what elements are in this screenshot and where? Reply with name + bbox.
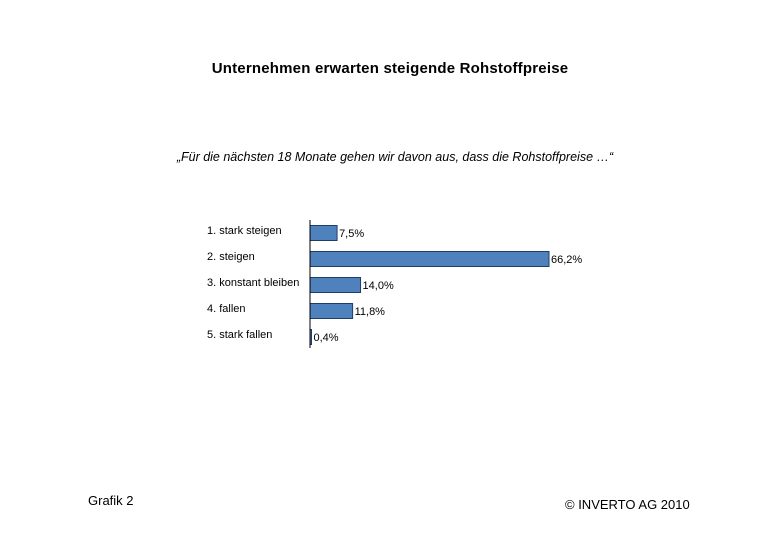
chart-subtitle: „Für die nächsten 18 Monate gehen wir da… bbox=[176, 150, 614, 164]
bars-group bbox=[309, 225, 550, 345]
data-label: 0,4% bbox=[314, 332, 339, 344]
category-labels-group: 1. stark steigen 2. steigen 3. konstant bl… bbox=[207, 225, 299, 341]
category-label: 1. stark steigen bbox=[207, 225, 282, 237]
bar bbox=[309, 303, 354, 319]
bar bbox=[309, 251, 550, 267]
figure-number: Grafik 2 bbox=[88, 493, 134, 508]
data-labels-group: 7,5% 66,2% 14,0% 11,8% 0,4% bbox=[314, 228, 583, 344]
data-label: 7,5% bbox=[339, 228, 364, 240]
copyright-notice: © INVERTO AG 2010 bbox=[565, 497, 690, 512]
data-label: 66,2% bbox=[551, 254, 582, 266]
chart-title: Unternehmen erwarten steigende Rohstoffp… bbox=[211, 60, 569, 77]
category-label: 2. steigen bbox=[207, 251, 255, 263]
data-label: 14,0% bbox=[363, 280, 394, 292]
data-label: 11,8% bbox=[355, 306, 386, 318]
bar bbox=[309, 277, 362, 293]
category-label: 5. stark fallen bbox=[207, 329, 272, 341]
category-label: 4. fallen bbox=[207, 303, 246, 315]
bar bbox=[309, 225, 338, 241]
category-label: 3. konstant bleiben bbox=[207, 277, 299, 289]
